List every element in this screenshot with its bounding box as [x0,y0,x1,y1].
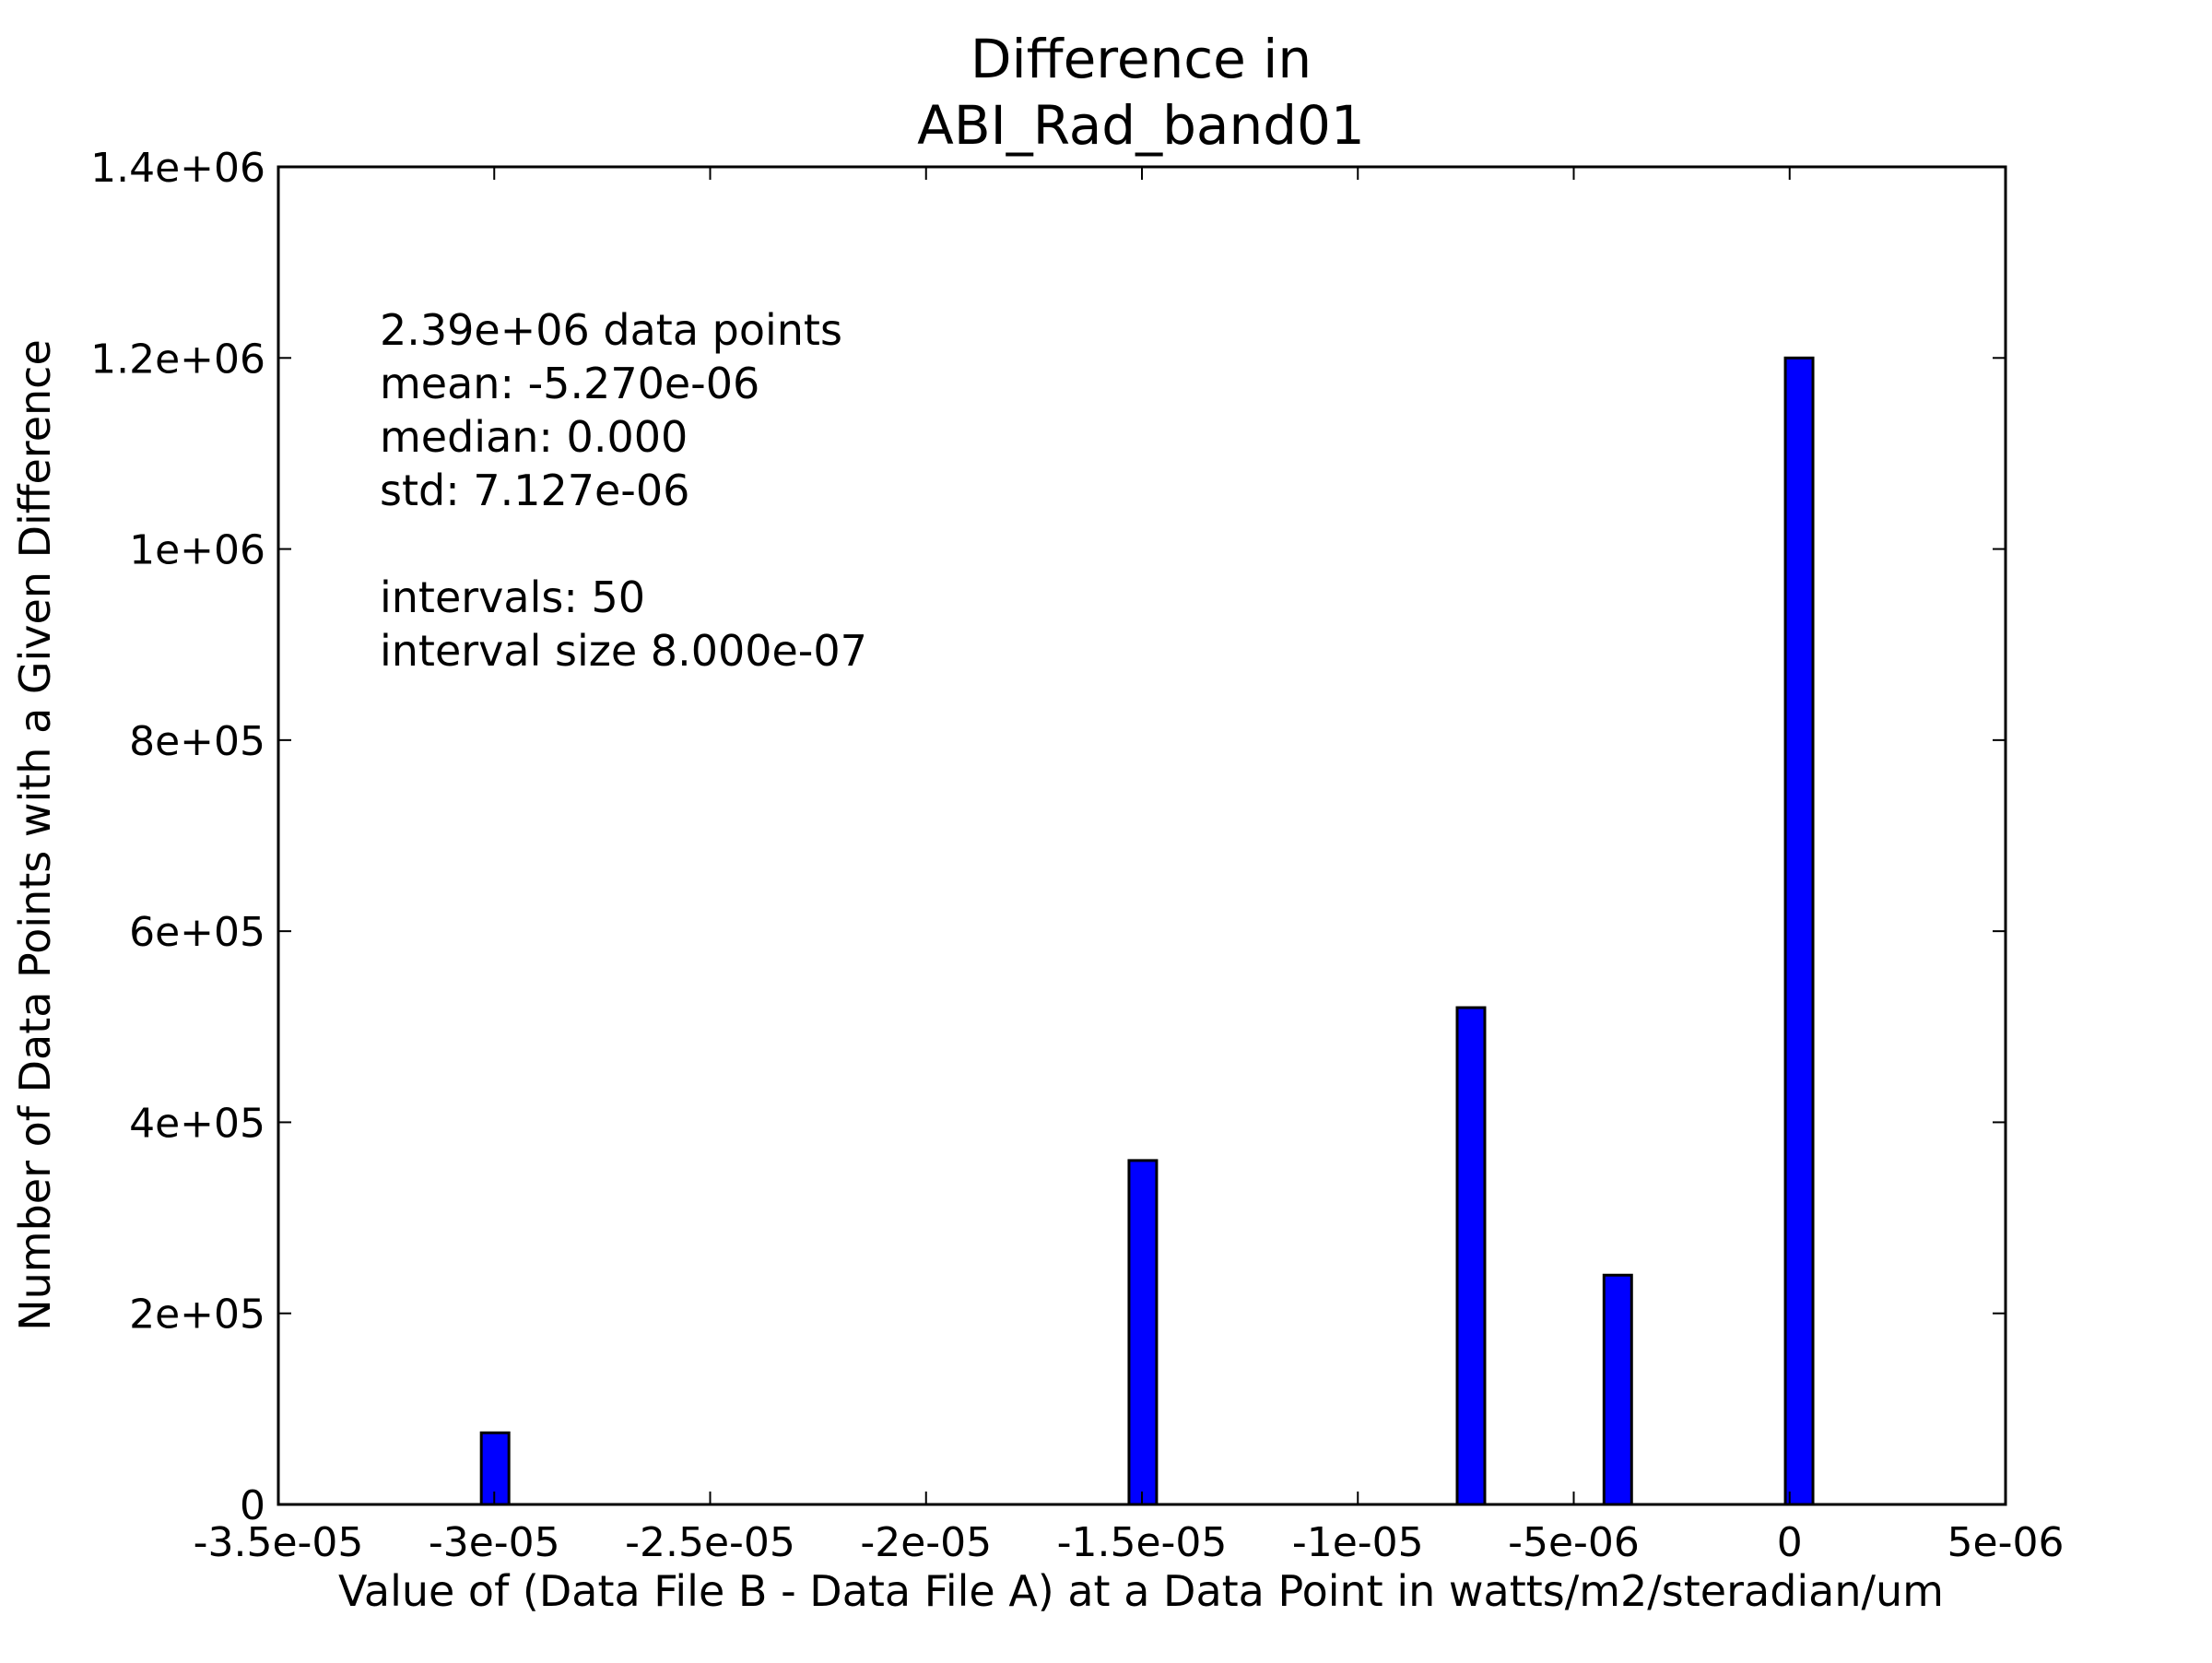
x-tick-label: -2.5e-05 [625,1519,795,1566]
y-tick-label: 2e+05 [129,1291,265,1339]
x-axis-label: Value of (Data File B - Data File A) at … [338,1566,1944,1616]
plot-frame [276,165,2007,1506]
histogram-bar [1455,1006,1487,1506]
stats-annotation-line: median: 0.000 [380,412,688,462]
y-tick-label: 4e+05 [129,1100,265,1147]
y-tick-label: 1.4e+06 [90,145,265,192]
x-tick-label: 5e-06 [1947,1519,2065,1566]
y-tick-label: 1.2e+06 [90,336,265,383]
chart-title-line-1: Difference in [971,28,1312,90]
x-tick-label: -2e-05 [860,1519,992,1566]
y-tick-label: 8e+05 [129,718,265,765]
histogram-bar [1602,1273,1633,1506]
bars-layer [479,356,1815,1506]
y-tick-label: 0 [240,1482,265,1529]
x-tick-label: -3e-05 [429,1519,560,1566]
stats-annotation-line: intervals: 50 [380,572,645,622]
x-tick-label: -1.5e-05 [1057,1519,1228,1566]
stats-annotation-line: mean: -5.270e-06 [380,359,759,408]
y-tick-label: 1e+06 [129,527,265,574]
histogram-bar [1783,356,1815,1506]
y-axis-label: Number of Data Points with a Given Diffe… [10,339,60,1331]
ticks-layer: -3.5e-05 -3e-05 -2.5e-05 -2e-05 -1.5e-05 -1e-… [90,145,2064,1566]
x-tick-label: -3.5e-05 [194,1519,364,1566]
y-tick-label: 6e+05 [129,909,265,956]
x-tick-label: -5e-06 [1508,1519,1640,1566]
x-tick-label: 0 [1777,1519,1803,1566]
stats-annotation-line: interval size 8.000e-07 [380,626,867,676]
histogram-bar [1127,1159,1159,1506]
stats-annotation-line: 2.39e+06 data points [380,305,842,355]
chart-title-line-2: ABI_Rad_band01 [917,94,1365,157]
x-tick-label: -1e-05 [1292,1519,1424,1566]
stats-annotation-line: std: 7.127e-06 [380,466,689,515]
